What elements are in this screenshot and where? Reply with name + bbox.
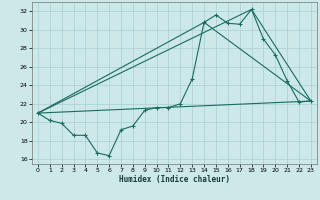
X-axis label: Humidex (Indice chaleur): Humidex (Indice chaleur) (119, 175, 230, 184)
